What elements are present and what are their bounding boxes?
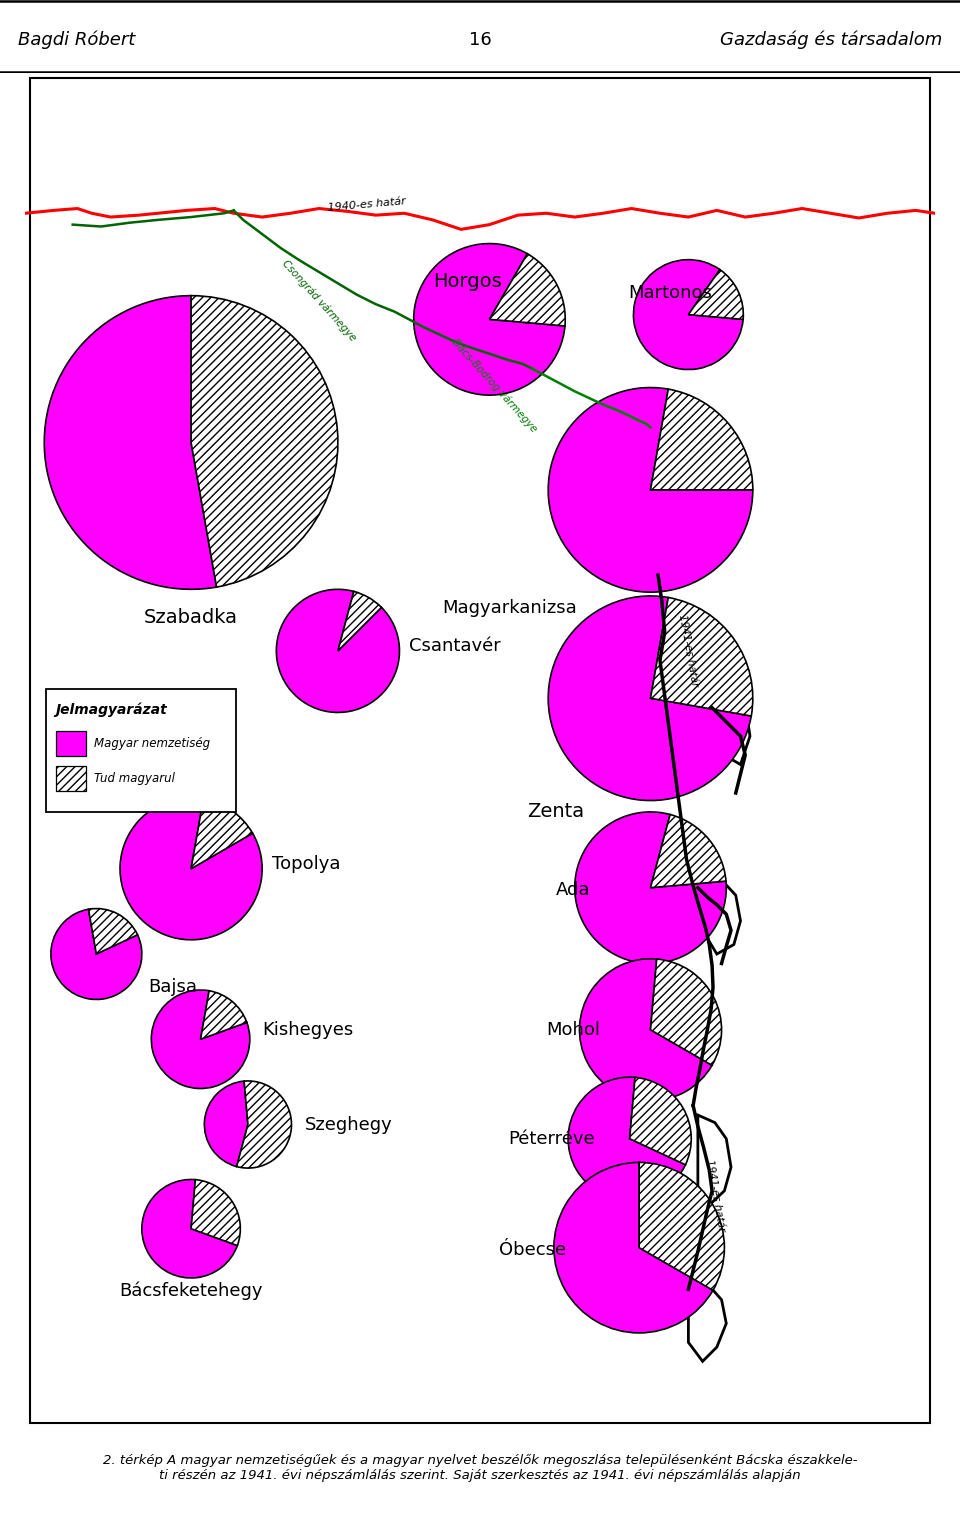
- Wedge shape: [580, 959, 712, 1100]
- Wedge shape: [191, 295, 338, 587]
- Text: Csantavér: Csantavér: [409, 638, 501, 654]
- Text: 1941-es határ: 1941-es határ: [677, 613, 700, 688]
- Wedge shape: [191, 799, 252, 869]
- Text: 1941-es határ: 1941-es határ: [704, 1158, 726, 1233]
- Polygon shape: [688, 1275, 727, 1361]
- Text: Bács-Bodrog vármegye: Bács-Bodrog vármegye: [449, 336, 539, 434]
- Wedge shape: [651, 390, 753, 490]
- Text: Horgos: Horgos: [433, 272, 501, 291]
- Text: Gazdaság és társadalom: Gazdaság és társadalom: [720, 30, 942, 49]
- Wedge shape: [44, 295, 217, 589]
- Text: Tud magyarul: Tud magyarul: [93, 772, 175, 785]
- Wedge shape: [651, 959, 722, 1065]
- Text: 16: 16: [468, 30, 492, 49]
- Wedge shape: [634, 260, 743, 370]
- Polygon shape: [698, 1116, 731, 1205]
- Polygon shape: [706, 878, 740, 954]
- Bar: [56, 732, 86, 756]
- Wedge shape: [201, 991, 247, 1040]
- Text: Bagdi Róbert: Bagdi Róbert: [18, 30, 135, 49]
- Wedge shape: [152, 989, 250, 1088]
- Text: Szabadka: Szabadka: [144, 609, 238, 627]
- Wedge shape: [120, 798, 262, 939]
- Bar: [56, 767, 86, 791]
- Bar: [46, 689, 235, 811]
- Wedge shape: [554, 1163, 713, 1333]
- Wedge shape: [639, 1163, 725, 1291]
- Wedge shape: [338, 592, 381, 651]
- Wedge shape: [237, 1081, 292, 1167]
- Wedge shape: [651, 814, 726, 887]
- Text: Zenta: Zenta: [527, 802, 585, 822]
- Wedge shape: [688, 269, 743, 320]
- Text: Péterréve: Péterréve: [509, 1129, 595, 1148]
- Text: Ada: Ada: [556, 881, 590, 898]
- Text: Csongrád vármegye: Csongrád vármegye: [280, 257, 358, 342]
- Wedge shape: [651, 598, 753, 715]
- Wedge shape: [490, 254, 565, 326]
- Wedge shape: [575, 811, 727, 963]
- Wedge shape: [88, 909, 137, 954]
- Text: Mohol: Mohol: [546, 1021, 600, 1040]
- Text: 1940-es határ: 1940-es határ: [326, 196, 406, 213]
- Text: Topolya: Topolya: [272, 855, 340, 874]
- Polygon shape: [713, 679, 750, 764]
- Text: Bácsfeketehegy: Bácsfeketehegy: [119, 1282, 263, 1300]
- Wedge shape: [142, 1180, 237, 1278]
- Text: Martonos: Martonos: [628, 283, 711, 301]
- Wedge shape: [630, 1078, 691, 1164]
- Wedge shape: [191, 1180, 240, 1245]
- Text: Óbecse: Óbecse: [499, 1242, 566, 1260]
- Text: 2. térkép A magyar nemzetiségűek és a magyar nyelvet beszélők megoszlása települ: 2. térkép A magyar nemzetiségűek és a ma…: [103, 1454, 857, 1482]
- Wedge shape: [548, 388, 753, 592]
- Wedge shape: [204, 1081, 248, 1166]
- Wedge shape: [548, 597, 752, 801]
- Text: Jelmagyarázat: Jelmagyarázat: [56, 702, 167, 717]
- Wedge shape: [51, 909, 142, 1000]
- Text: Kishegyes: Kishegyes: [262, 1021, 353, 1040]
- Wedge shape: [414, 244, 565, 396]
- Wedge shape: [276, 589, 399, 712]
- Text: Magyarkanizsa: Magyarkanizsa: [443, 600, 577, 618]
- Text: Bajsa: Bajsa: [149, 979, 198, 997]
- Wedge shape: [568, 1078, 685, 1201]
- Text: Szeghegy: Szeghegy: [304, 1116, 393, 1134]
- Text: Magyar nemzetiség: Magyar nemzetiség: [93, 737, 209, 750]
